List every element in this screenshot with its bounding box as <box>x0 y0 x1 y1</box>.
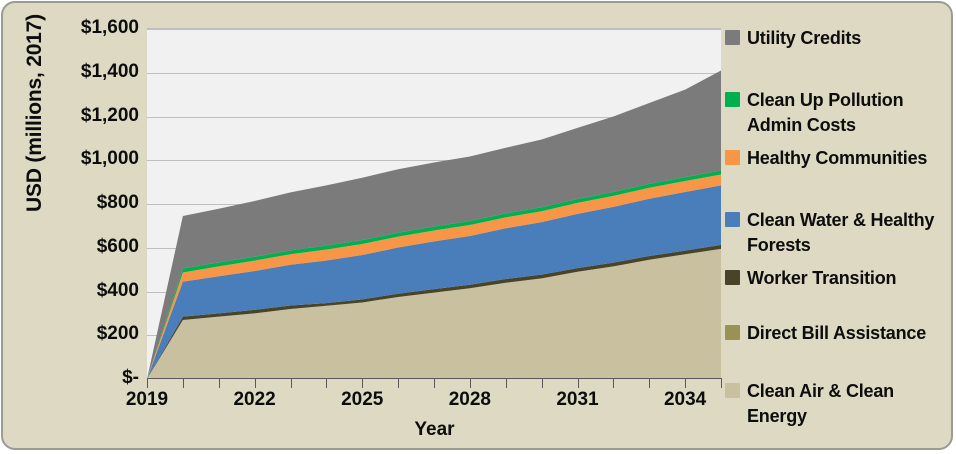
y-tick-label: $1,200 <box>80 104 139 126</box>
legend-item[interactable]: Healthy Communities <box>725 146 927 171</box>
x-axis-title: Year <box>414 419 455 440</box>
area-series <box>147 244 721 379</box>
area-series <box>147 248 721 379</box>
legend-swatch-icon <box>725 92 740 107</box>
x-tick-label: 2025 <box>341 389 384 410</box>
legend-label: Clean Up Pollution Admin Costs <box>747 90 904 135</box>
x-tick-label: 2028 <box>448 389 492 410</box>
x-axis-tick-labels: 2019 2022 2025 2028 2031 2034 <box>126 389 722 415</box>
x-tick-label: 2022 <box>233 389 276 410</box>
x-tick-mark <box>182 379 184 388</box>
legend-swatch-icon <box>725 30 740 45</box>
x-tick-mark <box>721 379 722 388</box>
x-tick-mark <box>469 379 471 388</box>
x-tick-mark <box>649 379 651 388</box>
area-series <box>147 185 721 379</box>
y-tick-label: $800 <box>96 192 139 213</box>
x-tick-mark <box>218 379 220 388</box>
legend-label: Worker Transition <box>747 268 897 288</box>
legend-label: Clean Water & Healthy Forests <box>747 210 935 255</box>
x-tick-mark <box>613 379 615 388</box>
x-tick-mark <box>326 379 328 388</box>
plot-area <box>147 28 721 379</box>
x-tick-label: 2031 <box>556 389 599 410</box>
x-tick-mark <box>362 379 364 388</box>
x-tick-mark <box>290 379 292 388</box>
legend-item[interactable]: Clean Air & Clean Energy <box>725 379 949 429</box>
area-series <box>147 70 721 379</box>
x-tick-mark <box>434 379 435 388</box>
legend-item[interactable]: Clean Water & Healthy Forests <box>725 208 949 258</box>
x-axis-ticks <box>147 379 722 388</box>
legend-label: Clean Air & Clean Energy <box>747 381 894 426</box>
legend-swatch-icon <box>725 270 740 285</box>
x-tick-mark <box>541 379 543 388</box>
x-axis-line <box>147 378 722 379</box>
y-tick-label: $400 <box>96 279 139 301</box>
legend-item[interactable]: Utility Credits <box>725 26 861 51</box>
legend-item[interactable]: Worker Transition <box>725 266 897 291</box>
y-axis-tick-labels: $- $200 $400 $600 $800 $1,000 $1,200 $1,400 $1,6… <box>27 17 139 389</box>
legend-label: Utility Credits <box>747 28 862 48</box>
chart-legend: Utility Credits Clean Up Pollution Admin … <box>725 21 951 433</box>
legend-item[interactable]: Direct Bill Assistance <box>725 321 926 346</box>
y-tick-label: $200 <box>96 323 139 345</box>
y-tick-label: $1,400 <box>80 60 139 82</box>
legend-item[interactable]: Clean Up Pollution Admin Costs <box>725 88 949 138</box>
legend-swatch-icon <box>725 383 740 398</box>
x-tick-mark <box>147 379 148 388</box>
legend-swatch-icon <box>725 325 740 340</box>
stacked-area-plot <box>147 29 721 379</box>
y-tick-label: $1,600 <box>80 17 139 38</box>
area-series <box>147 174 721 379</box>
x-tick-label: 2019 <box>125 389 169 410</box>
legend-label: Healthy Communities <box>747 148 928 168</box>
x-tick-mark <box>685 379 687 388</box>
y-tick-label: $600 <box>96 235 139 257</box>
x-tick-mark <box>398 379 400 388</box>
legend-swatch-icon <box>725 212 740 227</box>
legend-label: Direct Bill Assistance <box>747 323 927 343</box>
x-tick-mark <box>577 379 579 388</box>
legend-swatch-icon <box>725 150 740 165</box>
y-tick-label: $1,000 <box>80 148 139 170</box>
x-tick-mark <box>505 379 507 388</box>
x-tick-mark <box>254 379 256 388</box>
x-tick-label: 2034 <box>663 389 707 410</box>
y-tick-label: $- <box>122 367 139 388</box>
